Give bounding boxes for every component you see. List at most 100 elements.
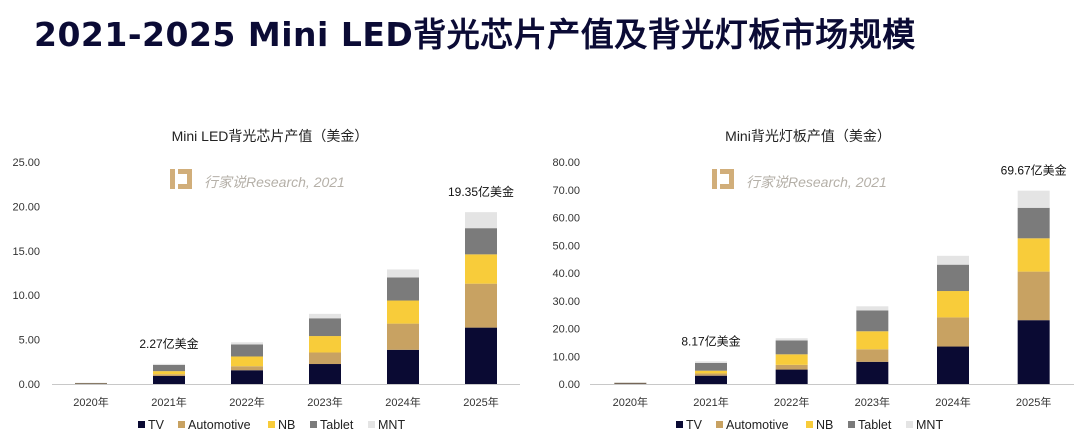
legend-item-automotive: Automotive bbox=[716, 418, 789, 432]
legend-swatch bbox=[178, 421, 185, 428]
y-tick-label: 30.00 bbox=[552, 296, 580, 308]
x-tick-label: 2024年 bbox=[935, 395, 970, 409]
x-tick-label: 2021年 bbox=[693, 395, 728, 409]
legend-label: NB bbox=[816, 418, 833, 432]
legend-label: MNT bbox=[378, 418, 405, 432]
legend-swatch bbox=[310, 421, 317, 428]
bar-automotive-2 bbox=[231, 366, 263, 371]
bar-tablet-5 bbox=[465, 228, 497, 255]
x-tick-label: 2023年 bbox=[855, 395, 890, 409]
y-tick-label: 60.00 bbox=[552, 213, 580, 225]
legend-swatch bbox=[676, 421, 683, 428]
total-annotation: 2.27亿美金 bbox=[139, 336, 198, 351]
bar-tv-5 bbox=[1017, 320, 1050, 384]
bar-nb-1 bbox=[695, 370, 727, 374]
bar-mnt-1 bbox=[695, 361, 727, 363]
bar-automotive-5 bbox=[1017, 271, 1050, 321]
bar-nb-2 bbox=[775, 354, 808, 365]
legend-swatch bbox=[848, 421, 855, 428]
legend-item-mnt: MNT bbox=[906, 418, 943, 432]
total-annotation: 8.17亿美金 bbox=[681, 333, 740, 348]
legend-item-tablet: Tablet bbox=[848, 418, 892, 432]
x-tick-label: 2025年 bbox=[463, 395, 498, 409]
bar-nb-1 bbox=[153, 371, 185, 375]
bar-tv-3 bbox=[309, 364, 341, 384]
legend-swatch bbox=[368, 421, 375, 428]
legend-item-nb: NB bbox=[806, 418, 833, 432]
legend-label: TV bbox=[686, 418, 703, 432]
legend-label: Tablet bbox=[858, 418, 892, 432]
bar-automotive-3 bbox=[856, 349, 889, 362]
bar-mnt-3 bbox=[309, 313, 341, 319]
bar-tablet-5 bbox=[1017, 207, 1050, 239]
bar-tv-3 bbox=[856, 361, 889, 384]
bar-tv-4 bbox=[937, 346, 969, 384]
total-annotation: 69.67亿美金 bbox=[1001, 163, 1067, 178]
y-tick-label: 25.00 bbox=[12, 157, 40, 169]
watermark-text: 行家说Research, 2021 bbox=[204, 174, 345, 190]
bar-tv-1 bbox=[153, 376, 185, 384]
x-tick-label: 2025年 bbox=[1016, 395, 1051, 409]
legend-item-tv: TV bbox=[138, 418, 165, 432]
bar-mnt-2 bbox=[775, 338, 808, 341]
legend-swatch bbox=[268, 421, 275, 428]
legend-item-tablet: Tablet bbox=[310, 418, 354, 432]
x-tick-label: 2020年 bbox=[613, 395, 648, 409]
bar-mnt-1 bbox=[153, 363, 185, 365]
y-tick-label: 80.00 bbox=[552, 157, 580, 169]
bar-mnt-4 bbox=[387, 269, 419, 278]
legend-item-tv: TV bbox=[676, 418, 703, 432]
legend-item-nb: NB bbox=[268, 418, 295, 432]
total-annotation: 19.35亿美金 bbox=[448, 184, 514, 199]
x-tick-label: 2020年 bbox=[73, 395, 108, 409]
bar-tv-2 bbox=[231, 370, 263, 384]
bar-tablet-3 bbox=[856, 310, 889, 332]
bar-automotive-4 bbox=[387, 323, 419, 350]
backlight-board-chart: Mini背光灯板产值（美金） 行家说Research, 2021 0.00 10.00… bbox=[552, 128, 1074, 432]
watermark-text: 行家说Research, 2021 bbox=[746, 174, 887, 190]
bar-tablet-1 bbox=[695, 362, 727, 371]
bar-mnt-5 bbox=[1017, 190, 1050, 208]
bar-automotive-1 bbox=[153, 374, 185, 377]
y-tick-label: 5.00 bbox=[19, 335, 40, 347]
legend-label: Automotive bbox=[726, 418, 789, 432]
bar-nb-3 bbox=[856, 331, 889, 350]
legend-label: TV bbox=[148, 418, 165, 432]
bar-tv-4 bbox=[387, 349, 419, 384]
y-tick-label: 15.00 bbox=[12, 246, 40, 258]
bar-mnt-4 bbox=[937, 255, 969, 265]
bar-tablet-3 bbox=[309, 318, 341, 337]
y-tick-label: 70.00 bbox=[552, 185, 580, 197]
legend-swatch bbox=[716, 421, 723, 428]
bar-tv-0 bbox=[614, 383, 647, 384]
legend-label: Tablet bbox=[320, 418, 354, 432]
legend-swatch bbox=[806, 421, 813, 428]
page-title: 2021-2025 Mini LED背光芯片产值及背光灯板市场规模 bbox=[34, 15, 916, 54]
legend-swatch bbox=[906, 421, 913, 428]
bar-mnt-2 bbox=[231, 342, 263, 345]
bar-automotive-1 bbox=[695, 373, 727, 376]
bar-tv-2 bbox=[775, 369, 808, 384]
y-tick-label: 50.00 bbox=[552, 240, 580, 252]
legend-label: MNT bbox=[916, 418, 943, 432]
legend-label: Automotive bbox=[188, 418, 251, 432]
chart-title: Mini LED背光芯片产值（美金） bbox=[172, 128, 369, 144]
bar-nb-5 bbox=[465, 254, 497, 284]
bar-tablet-2 bbox=[231, 344, 263, 357]
x-tick-label: 2024年 bbox=[385, 395, 420, 409]
watermark-logo-icon bbox=[170, 169, 192, 189]
bar-nb-4 bbox=[387, 300, 419, 324]
x-tick-label: 2022年 bbox=[229, 395, 264, 409]
y-tick-label: 20.00 bbox=[552, 324, 580, 336]
y-tick-label: 10.00 bbox=[552, 351, 580, 363]
bar-tablet-4 bbox=[937, 264, 969, 292]
bar-tv-1 bbox=[695, 375, 727, 384]
y-tick-label: 40.00 bbox=[552, 268, 580, 280]
x-tick-label: 2022年 bbox=[774, 395, 809, 409]
legend-swatch bbox=[138, 421, 145, 428]
bar-automotive-2 bbox=[775, 364, 808, 370]
bar-nb-4 bbox=[937, 291, 969, 318]
legend-item-mnt: MNT bbox=[368, 418, 405, 432]
legend-item-automotive: Automotive bbox=[178, 418, 251, 432]
y-tick-label: 20.00 bbox=[12, 201, 40, 213]
